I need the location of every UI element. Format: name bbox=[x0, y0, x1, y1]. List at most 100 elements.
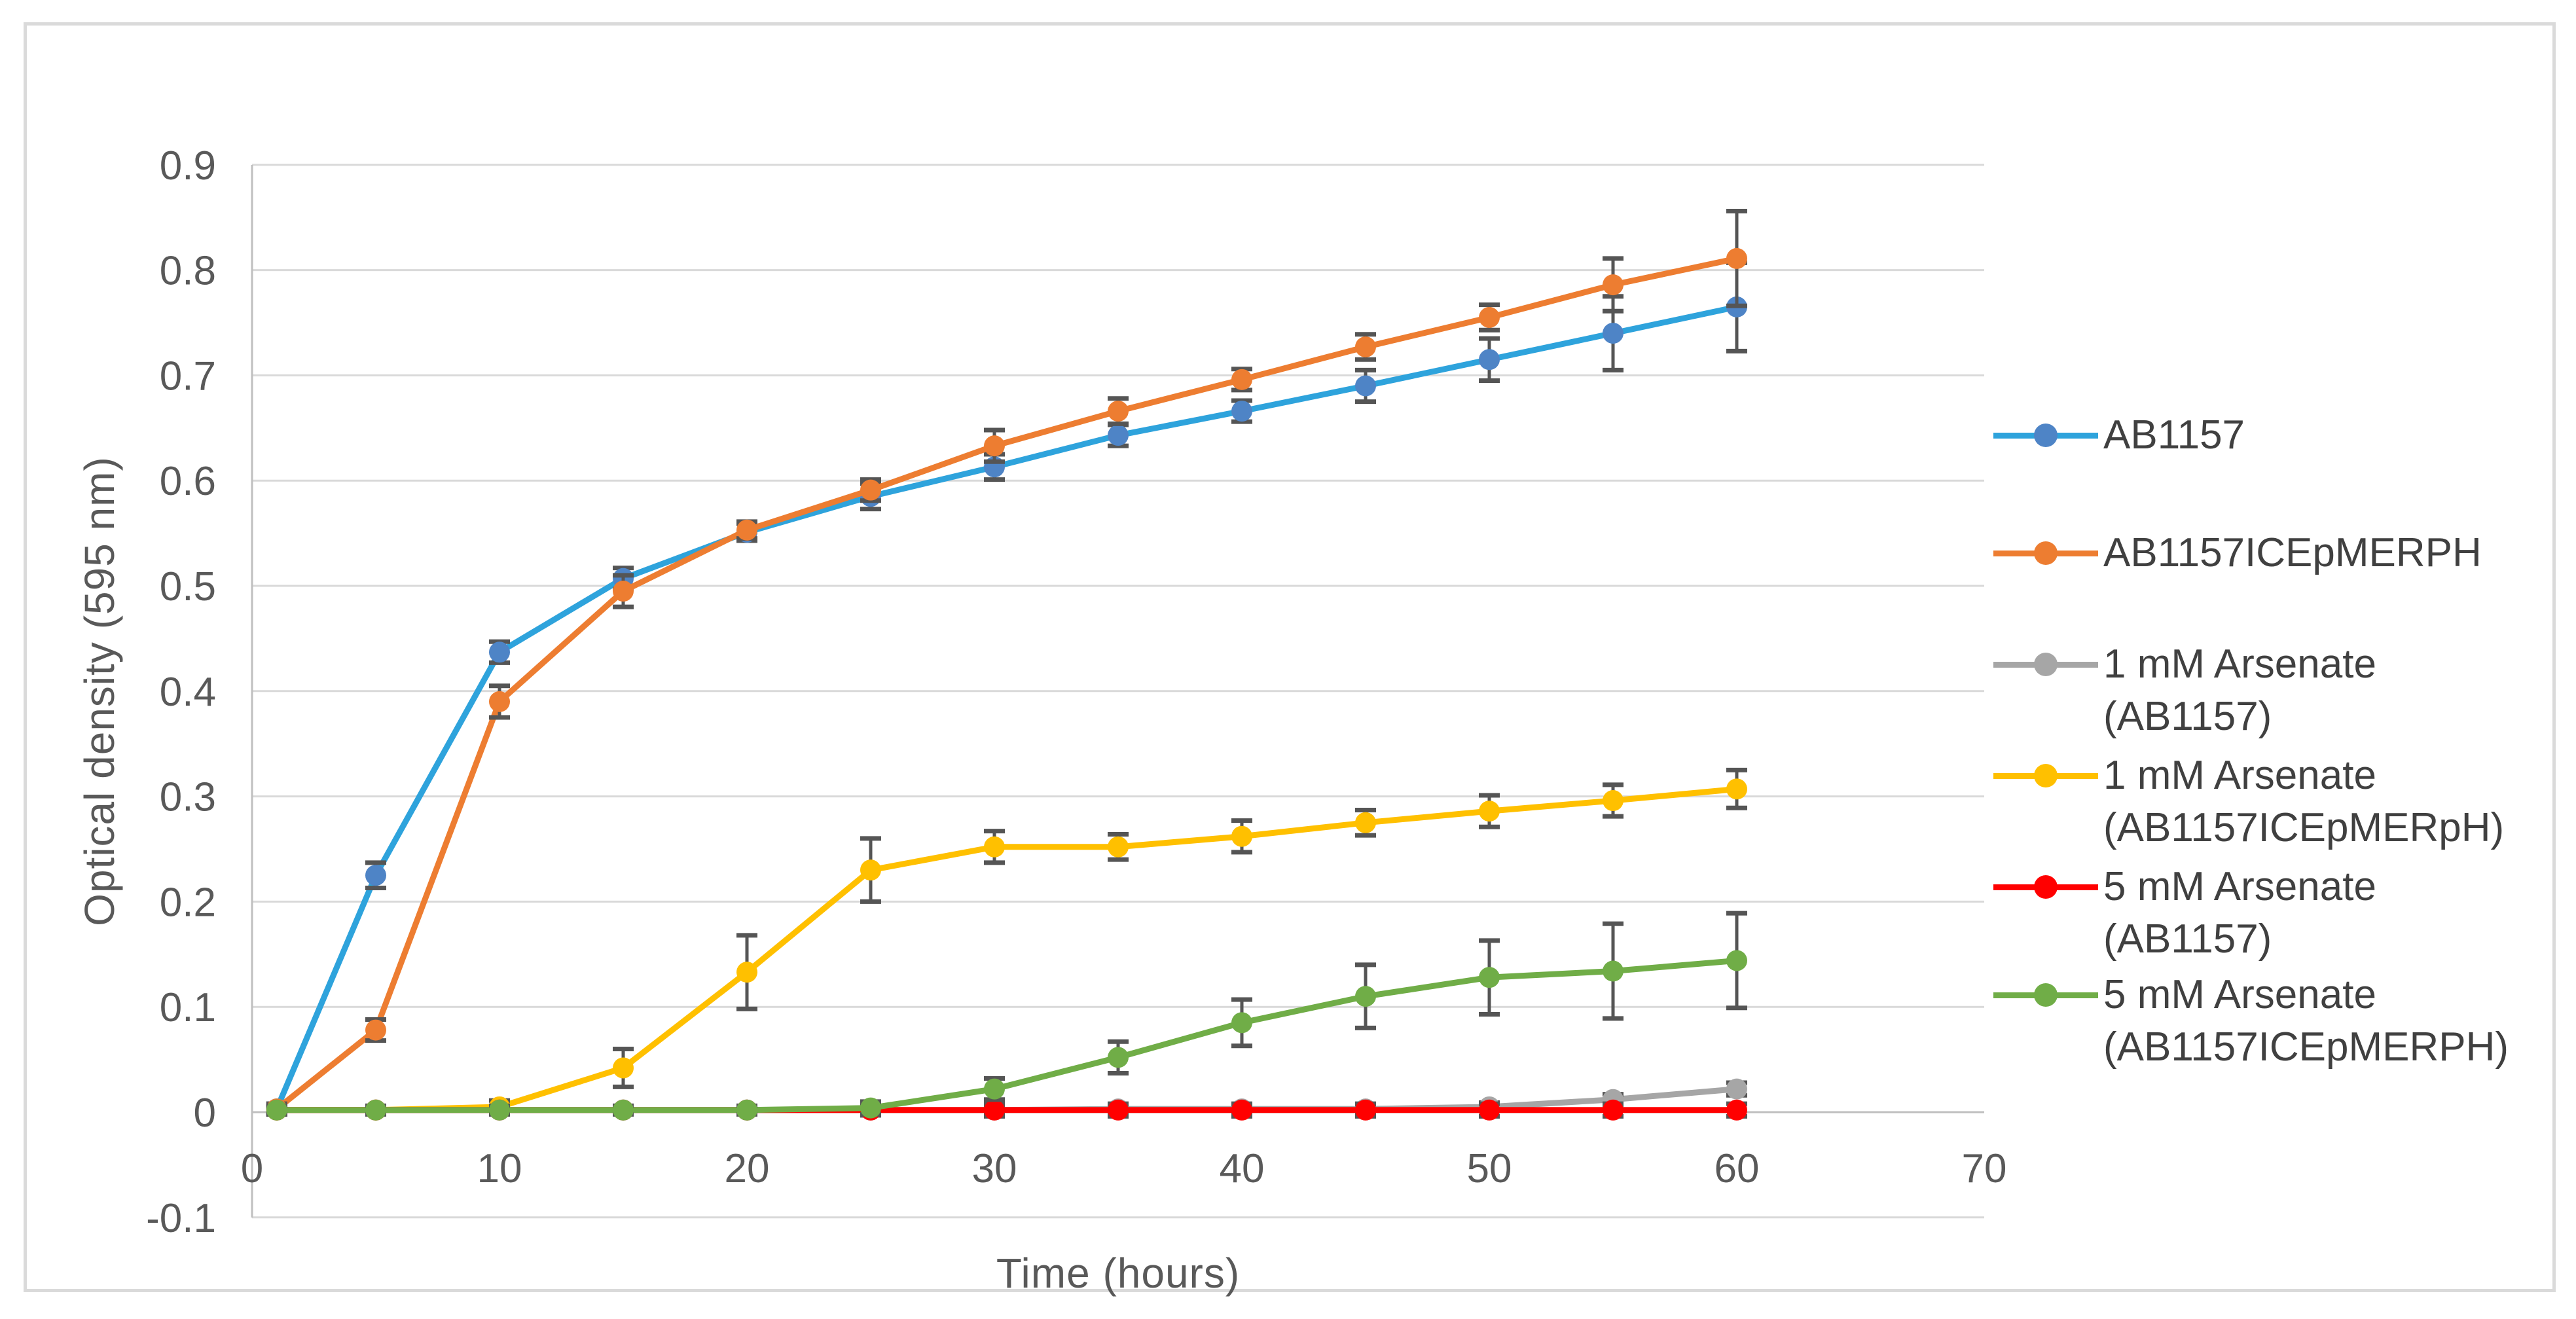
legend-marker-icon bbox=[2034, 764, 2058, 787]
data-point-marker bbox=[1479, 967, 1500, 988]
data-point-marker bbox=[1108, 836, 1129, 858]
data-point-marker bbox=[736, 519, 757, 541]
data-point-marker bbox=[1479, 1099, 1500, 1121]
x-tick-label: 60 bbox=[1714, 1146, 1760, 1191]
data-point-marker bbox=[1726, 778, 1747, 800]
legend-swatch-icon bbox=[1993, 750, 2098, 802]
x-tick-label: 30 bbox=[972, 1146, 1017, 1191]
legend-entry: 1 mM Arsenate (AB1157ICEpMERpH) bbox=[1993, 750, 2504, 854]
x-axis-title: Time (hours) bbox=[996, 1250, 1241, 1297]
y-tick-label: 0.9 bbox=[160, 143, 216, 189]
data-point-marker bbox=[1726, 247, 1747, 269]
legend-label: 1 mM Arsenate (AB1157) bbox=[2103, 641, 2376, 739]
data-point-marker bbox=[365, 1099, 386, 1121]
legend-entry: 5 mM Arsenate (AB1157ICEpMERPH) bbox=[1993, 969, 2509, 1074]
series-line bbox=[274, 786, 1740, 1113]
x-tick-label: 50 bbox=[1467, 1146, 1512, 1191]
tick-labels: 0.9 0.8 0.7 0.6 0.5 0.4 0.3 0.2 0.1 0 -0.1 0 10 20 30 4… bbox=[146, 143, 2006, 1241]
legend-swatch-icon bbox=[1993, 409, 2098, 461]
legend-label: AB1157ICEpMERPH bbox=[2103, 530, 2482, 575]
x-tick-label: 0 bbox=[241, 1146, 263, 1191]
y-tick-label: 0 bbox=[194, 1091, 216, 1136]
data-point-marker bbox=[489, 1099, 510, 1121]
legend-marker-icon bbox=[2034, 653, 2058, 676]
y-tick-label: 0.1 bbox=[160, 985, 216, 1030]
data-point-marker bbox=[1355, 1099, 1376, 1121]
x-tick-label: 20 bbox=[725, 1146, 770, 1191]
data-point-marker bbox=[1231, 401, 1252, 422]
series-1-mm-arsenate-ab1157icepmerph- bbox=[266, 767, 1747, 1121]
data-series bbox=[266, 209, 1747, 1121]
data-point-marker bbox=[613, 581, 634, 602]
data-point-marker bbox=[984, 435, 1005, 457]
data-point-marker bbox=[1231, 1099, 1252, 1121]
data-point-marker bbox=[1231, 369, 1252, 390]
y-tick-label: 0.4 bbox=[160, 670, 216, 715]
data-point-marker bbox=[1603, 960, 1624, 982]
data-point-marker bbox=[489, 641, 510, 663]
legend-swatch-icon bbox=[1993, 861, 2098, 913]
x-tick-label: 70 bbox=[1962, 1146, 2007, 1191]
x-tick-label: 40 bbox=[1220, 1146, 1265, 1191]
y-tick-label: 0.8 bbox=[160, 249, 216, 294]
series-line bbox=[274, 957, 1740, 1113]
data-point-marker bbox=[984, 1078, 1005, 1100]
data-point-marker bbox=[1355, 986, 1376, 1007]
y-tick-label: -0.1 bbox=[146, 1196, 216, 1241]
data-point-marker bbox=[1726, 1078, 1747, 1100]
legend-entry: AB1157 bbox=[1993, 409, 2245, 461]
data-point-marker bbox=[1108, 401, 1129, 422]
legend-marker-icon bbox=[2034, 875, 2058, 899]
data-point-marker bbox=[1479, 349, 1500, 370]
data-point-marker bbox=[984, 1099, 1005, 1121]
series-5-mm-arsenate-ab1157icepmerph- bbox=[266, 911, 1747, 1121]
data-point-marker bbox=[1726, 1099, 1747, 1121]
legend-entry: 1 mM Arsenate (AB1157) bbox=[1993, 638, 2376, 743]
y-tick-label: 0.6 bbox=[160, 459, 216, 504]
y-tick-label: 0.5 bbox=[160, 564, 216, 609]
data-point-marker bbox=[1479, 306, 1500, 328]
series-ab1157icepmerph bbox=[266, 209, 1747, 1120]
data-point-marker bbox=[1355, 375, 1376, 397]
x-tick-label: 10 bbox=[477, 1146, 522, 1191]
data-point-marker bbox=[1108, 425, 1129, 446]
y-axis-title: Optical density (595 nm) bbox=[76, 456, 123, 926]
legend-marker-icon bbox=[2034, 983, 2058, 1007]
data-point-marker bbox=[1726, 950, 1747, 971]
data-point-marker bbox=[1603, 274, 1624, 296]
legend-marker-icon bbox=[2034, 541, 2058, 565]
data-point-marker bbox=[860, 479, 881, 501]
data-point-marker bbox=[1603, 323, 1624, 344]
legend-label: 5 mM Arsenate (AB1157) bbox=[2103, 864, 2376, 962]
data-point-marker bbox=[613, 1057, 634, 1079]
data-point-marker bbox=[736, 962, 757, 983]
y-tick-label: 0.2 bbox=[160, 880, 216, 925]
data-point-marker bbox=[1231, 1012, 1252, 1034]
legend-label: 1 mM Arsenate (AB1157ICEpMERpH) bbox=[2103, 753, 2505, 850]
data-point-marker bbox=[984, 836, 1005, 858]
data-point-marker bbox=[365, 865, 386, 886]
legend-label: AB1157 bbox=[2103, 412, 2245, 458]
legend-swatch-icon bbox=[1993, 527, 2098, 579]
data-point-marker bbox=[365, 1019, 386, 1041]
legend-swatch-icon bbox=[1993, 638, 2098, 691]
data-point-marker bbox=[1355, 812, 1376, 833]
chart-outer-border bbox=[24, 22, 2556, 1292]
data-point-marker bbox=[1231, 825, 1252, 847]
data-point-marker bbox=[1108, 1047, 1129, 1068]
data-point-marker bbox=[860, 1097, 881, 1119]
data-point-marker bbox=[736, 1099, 757, 1121]
legend-marker-icon bbox=[2034, 424, 2058, 447]
legend-entry: AB1157ICEpMERPH bbox=[1993, 527, 2482, 579]
legend-swatch-icon bbox=[1993, 969, 2098, 1021]
data-point-marker bbox=[613, 1099, 634, 1121]
data-point-marker bbox=[1479, 801, 1500, 822]
y-tick-label: 0.3 bbox=[160, 775, 216, 820]
data-point-marker bbox=[860, 859, 881, 881]
legend-entry: 5 mM Arsenate (AB1157) bbox=[1993, 861, 2376, 966]
data-point-marker bbox=[489, 691, 510, 712]
y-tick-label: 0.7 bbox=[160, 353, 216, 399]
data-point-marker bbox=[1603, 790, 1624, 812]
data-point-marker bbox=[1603, 1099, 1624, 1121]
